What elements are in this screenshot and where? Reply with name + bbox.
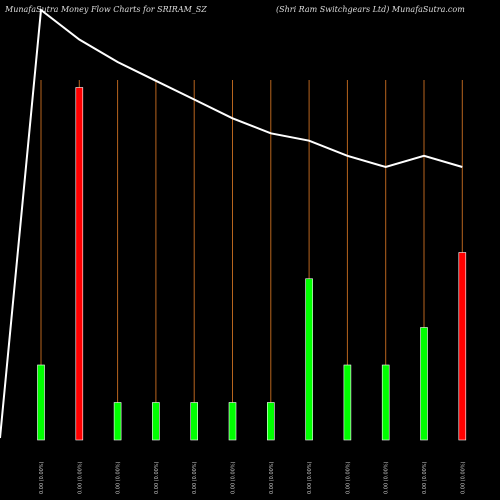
bar [343, 364, 352, 441]
series-line [0, 8, 463, 439]
x-tick-label: 0.00 (0.00%) [384, 461, 390, 494]
bar [37, 364, 45, 441]
bar [75, 87, 84, 441]
x-tick-label: 0.00 (0.00%) [39, 461, 45, 494]
x-tick-label: 0.00 (0.00%) [231, 461, 237, 494]
x-tick-label: 0.00 (0.00%) [269, 461, 275, 494]
x-tick-label: 0.00 (0.00%) [116, 461, 122, 494]
company-name: (Shri Ram Switchgears Ltd) MunafaSutra.c… [276, 5, 465, 14]
x-tick-label: 0.00 (0.00%) [460, 461, 466, 494]
bar [228, 402, 237, 441]
bar [152, 402, 160, 441]
x-tick-label: 0.00 (0.00%) [192, 461, 198, 494]
bar [266, 402, 275, 441]
x-tick-label: 0.00 (0.00%) [345, 461, 351, 494]
bar [420, 327, 428, 441]
chart-title: MunafaSutra Money Flow Charts for SRIRAM… [5, 5, 207, 14]
x-tick-label: 0.00 (0.00%) [154, 461, 160, 494]
x-tick-label: 0.00 (0.00%) [422, 461, 428, 494]
bar [190, 402, 198, 441]
bar [305, 278, 313, 441]
bar [458, 252, 467, 441]
bar [113, 402, 122, 441]
x-tick-label: 0.00 (0.00%) [77, 461, 83, 494]
bar [381, 364, 390, 441]
x-tick-label: 0.00 (0.00%) [307, 461, 313, 494]
